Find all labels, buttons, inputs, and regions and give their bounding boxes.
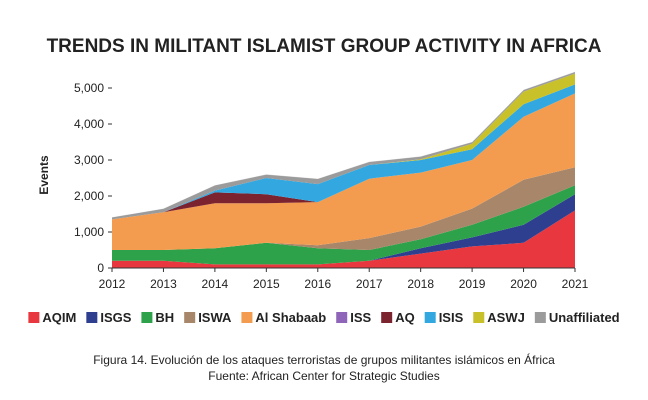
legend-swatch (381, 312, 393, 323)
legend-swatch (141, 312, 153, 323)
x-tick-label: 2017 (356, 277, 383, 291)
legend-swatch (184, 312, 196, 323)
legend-item-aqim: AQIM (28, 310, 76, 325)
x-tick-label: 2019 (459, 277, 486, 291)
legend-swatch (336, 312, 348, 323)
legend-swatch (534, 312, 546, 323)
y-tick-label: 4,000 (74, 117, 104, 131)
legend-label: BH (155, 310, 174, 325)
legend-label: Al Shabaab (255, 310, 326, 325)
area-isgs (112, 194, 575, 265)
x-tick-label: 2014 (202, 277, 229, 291)
caption-line-1: Figura 14. Evolución de los ataques terr… (93, 352, 555, 367)
legend-item-al-shabaab: Al Shabaab (241, 310, 326, 325)
y-tick-label: 3,000 (74, 153, 104, 167)
y-axis-label: Events (37, 155, 51, 195)
y-tick-label: 5,000 (74, 81, 104, 95)
legend-item-iswa: ISWA (184, 310, 232, 325)
x-tick-label: 2018 (407, 277, 434, 291)
legend-label: ASWJ (487, 310, 525, 325)
area-iswa (112, 167, 575, 250)
legend-swatch (241, 312, 253, 323)
legend-swatch (424, 312, 436, 323)
legend-item-unaffiliated: Unaffiliated (534, 310, 620, 325)
x-tick-label: 2015 (253, 277, 280, 291)
legend-label: ISGS (100, 310, 131, 325)
legend-item-aq: AQ (381, 310, 415, 325)
legend-item-bh: BH (141, 310, 174, 325)
area-aqim (112, 210, 575, 268)
area-bh (112, 185, 575, 265)
x-tick-label: 2012 (99, 277, 126, 291)
chart-title: TRENDS IN MILITANT ISLAMIST GROUP ACTIVI… (47, 36, 602, 57)
legend-item-iss: ISS (336, 310, 372, 325)
legend-swatch (473, 312, 485, 323)
legend-label: Unaffiliated (549, 310, 620, 325)
x-tick-label: 2021 (562, 277, 589, 291)
axes: 0 1,000 2,000 3,000 4,000 5,000 2012 2013 2014 20… (74, 81, 589, 291)
legend-swatch (86, 312, 98, 323)
legend-label: AQ (395, 310, 415, 325)
x-tick-label: 2013 (150, 277, 177, 291)
legend-label: ISS (350, 310, 371, 325)
caption-line-2: Fuente: African Center for Strategic Stu… (208, 369, 439, 383)
area-layers (111, 71, 576, 268)
x-tick-label: 2020 (510, 277, 537, 291)
x-tick-label: 2016 (304, 277, 331, 291)
legend-item-aswj: ASWJ (473, 310, 525, 325)
y-tick-label: 0 (97, 261, 104, 275)
legend-item-isis: ISIS (424, 310, 464, 325)
y-tick-label: 2,000 (74, 189, 104, 203)
legend-label: AQIM (42, 310, 76, 325)
legend-swatch (28, 312, 40, 323)
legend-item-isgs: ISGS (86, 310, 132, 325)
legend: AQIM ISGS BH ISWA Al Shabaab ISS AQ ISIS ASWJ Una… (28, 310, 620, 325)
legend-label: ISWA (198, 310, 232, 325)
area-al-shabaab (112, 93, 575, 251)
area-top-edge (111, 71, 576, 218)
legend-label: ISIS (439, 310, 464, 325)
y-tick-label: 1,000 (74, 225, 104, 239)
